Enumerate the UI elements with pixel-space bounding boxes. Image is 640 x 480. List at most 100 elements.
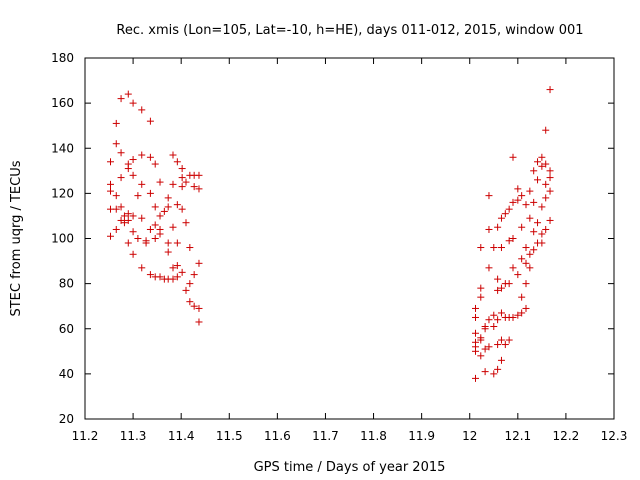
data-point xyxy=(518,223,526,231)
data-point xyxy=(106,158,114,166)
data-point xyxy=(490,244,498,252)
data-point xyxy=(195,171,203,179)
data-point xyxy=(146,225,154,233)
data-point xyxy=(497,244,505,252)
data-point xyxy=(471,374,479,382)
data-point xyxy=(129,99,137,107)
data-point xyxy=(146,189,154,197)
axis-ticks: 11.2 11.3 11.4 11.5 11.6 11.7 11.8 11.9 12 12.1 12… xyxy=(51,51,627,443)
y-tick-label: 20 xyxy=(59,412,74,426)
data-point xyxy=(182,178,190,186)
data-point xyxy=(477,244,485,252)
x-tick-label: 11.8 xyxy=(360,429,387,443)
x-tick-label: 11.7 xyxy=(312,429,339,443)
data-point xyxy=(186,244,194,252)
data-point xyxy=(112,225,120,233)
data-point xyxy=(173,201,181,209)
data-point xyxy=(546,174,554,182)
data-point xyxy=(178,165,186,173)
data-point xyxy=(173,158,181,166)
data-point xyxy=(195,185,203,193)
data-point xyxy=(142,239,150,247)
data-point xyxy=(538,153,546,161)
data-point xyxy=(505,237,513,245)
data-point xyxy=(471,313,479,321)
data-point xyxy=(494,341,502,349)
data-point xyxy=(190,302,198,310)
data-point xyxy=(477,336,485,344)
data-point xyxy=(522,304,530,312)
data-point xyxy=(530,198,538,206)
data-point xyxy=(542,160,550,168)
x-tick-label: 11.3 xyxy=(120,429,147,443)
data-point xyxy=(138,180,146,188)
data-point xyxy=(526,187,534,195)
data-point xyxy=(186,298,194,306)
data-point xyxy=(477,284,485,292)
data-point xyxy=(112,205,120,213)
data-point xyxy=(151,203,159,211)
data-point xyxy=(471,347,479,355)
plot-frame xyxy=(84,57,615,420)
data-point xyxy=(501,210,509,218)
data-point xyxy=(534,219,542,227)
data-point xyxy=(106,187,114,195)
x-tick-label: 11.5 xyxy=(216,429,243,443)
data-point xyxy=(518,255,526,263)
data-point xyxy=(195,318,203,326)
data-point xyxy=(522,244,530,252)
data-point xyxy=(138,264,146,272)
data-point xyxy=(497,336,505,344)
data-point xyxy=(542,126,550,134)
x-tick-label: 11.9 xyxy=(408,429,435,443)
data-point xyxy=(169,151,177,159)
data-point xyxy=(546,216,554,224)
data-point xyxy=(156,230,164,238)
data-point xyxy=(485,316,493,324)
data-point xyxy=(494,365,502,373)
data-point xyxy=(134,235,142,242)
y-tick-label: 40 xyxy=(59,367,74,381)
data-point xyxy=(156,212,164,220)
data-point xyxy=(514,271,522,279)
y-tick-label: 120 xyxy=(51,186,74,200)
data-point xyxy=(169,275,177,283)
data-point xyxy=(538,230,546,238)
data-point xyxy=(169,223,177,231)
data-point xyxy=(477,352,485,360)
data-point xyxy=(522,280,530,288)
data-point xyxy=(117,149,125,157)
data-point xyxy=(481,345,489,353)
data-point xyxy=(546,187,554,195)
data-point xyxy=(518,309,526,317)
data-point xyxy=(124,165,132,173)
data-point xyxy=(151,221,159,229)
data-point xyxy=(173,273,181,281)
data-point xyxy=(494,223,502,231)
data-point xyxy=(106,180,114,188)
y-tick-label: 160 xyxy=(51,96,74,110)
data-point xyxy=(505,280,513,288)
data-point xyxy=(129,171,137,179)
data-point xyxy=(186,280,194,288)
data-point xyxy=(156,273,164,281)
data-point xyxy=(195,304,203,312)
data-point xyxy=(505,205,513,213)
data-point xyxy=(542,225,550,233)
data-point xyxy=(112,119,120,127)
data-point xyxy=(190,183,198,191)
data-point xyxy=(497,309,505,317)
y-tick-label: 60 xyxy=(59,322,74,336)
y-tick-label: 100 xyxy=(51,232,74,246)
data-point xyxy=(117,95,125,103)
data-point xyxy=(526,264,534,272)
data-point xyxy=(514,311,522,319)
data-point xyxy=(494,286,502,294)
data-point xyxy=(182,219,190,227)
data-point xyxy=(481,325,489,333)
data-point xyxy=(546,86,554,94)
data-point xyxy=(497,356,505,364)
x-tick-label: 11.4 xyxy=(168,429,195,443)
data-point xyxy=(490,322,498,330)
data-point xyxy=(485,192,493,200)
